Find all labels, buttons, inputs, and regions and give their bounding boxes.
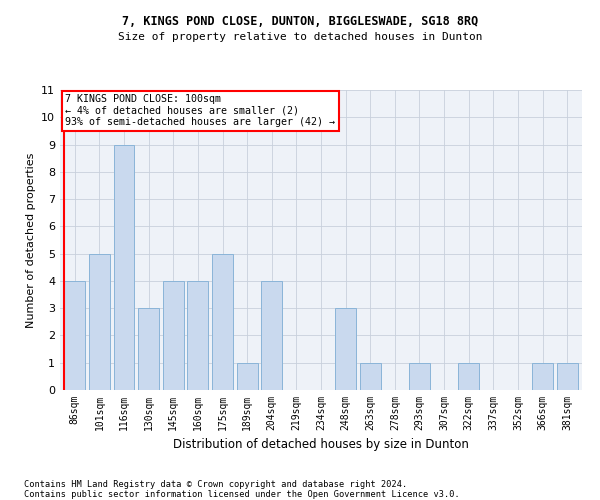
Bar: [163, 281, 184, 390]
Text: 7 KINGS POND CLOSE: 100sqm
← 4% of detached houses are smaller (2)
93% of semi-d: 7 KINGS POND CLOSE: 100sqm ← 4% of detac…: [65, 94, 335, 128]
Bar: [212, 254, 233, 390]
X-axis label: Distribution of detached houses by size in Dunton: Distribution of detached houses by size …: [173, 438, 469, 452]
Bar: [360, 362, 381, 390]
Text: 7, KINGS POND CLOSE, DUNTON, BIGGLESWADE, SG18 8RQ: 7, KINGS POND CLOSE, DUNTON, BIGGLESWADE…: [122, 15, 478, 28]
Bar: [113, 144, 134, 390]
Text: Contains public sector information licensed under the Open Government Licence v3: Contains public sector information licen…: [24, 490, 460, 499]
Bar: [532, 362, 553, 390]
Bar: [236, 362, 257, 390]
Bar: [335, 308, 356, 390]
Bar: [557, 362, 578, 390]
Text: Size of property relative to detached houses in Dunton: Size of property relative to detached ho…: [118, 32, 482, 42]
Bar: [458, 362, 479, 390]
Bar: [138, 308, 159, 390]
Bar: [89, 254, 110, 390]
Bar: [187, 281, 208, 390]
Bar: [64, 281, 85, 390]
Bar: [261, 281, 282, 390]
Bar: [409, 362, 430, 390]
Text: Contains HM Land Registry data © Crown copyright and database right 2024.: Contains HM Land Registry data © Crown c…: [24, 480, 407, 489]
Y-axis label: Number of detached properties: Number of detached properties: [26, 152, 35, 328]
